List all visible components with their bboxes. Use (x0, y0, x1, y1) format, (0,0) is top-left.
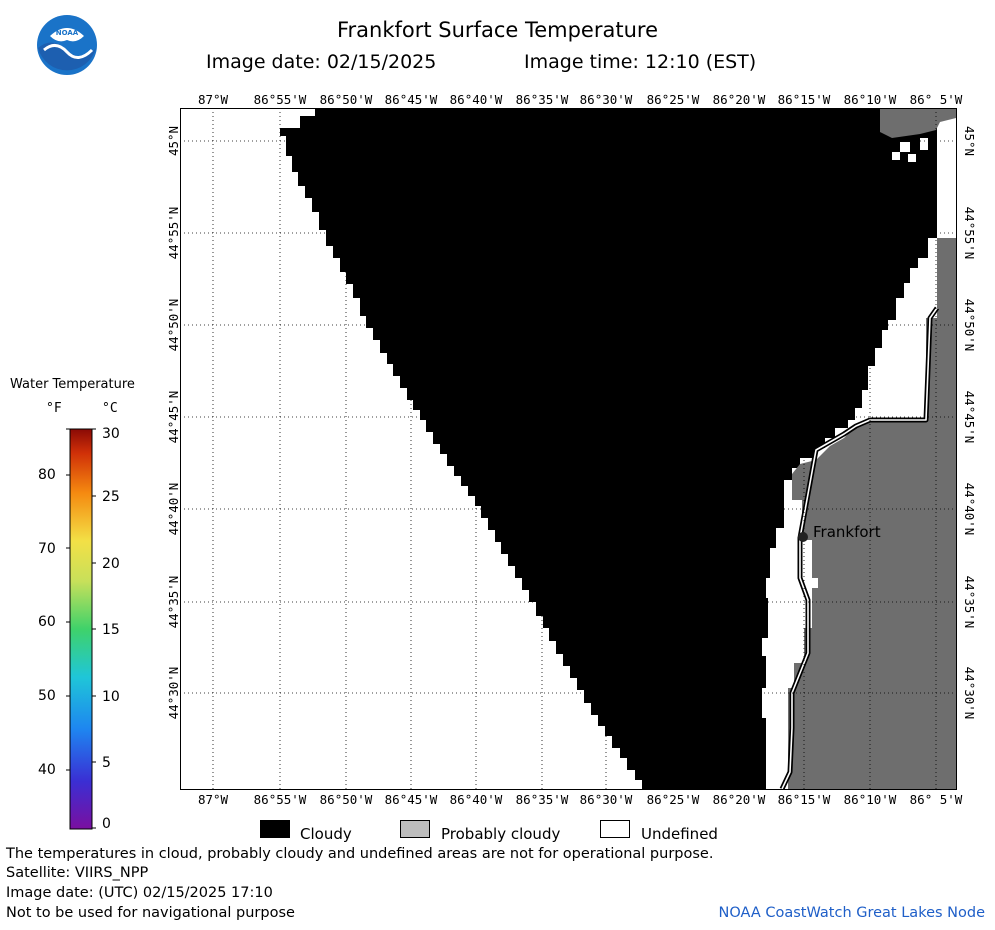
legend-tick-f: 80 (38, 467, 56, 483)
city-label-frankfort: Frankfort (813, 523, 881, 541)
map-title: Frankfort Surface Temperature (336, 18, 658, 42)
lon-label-top: 86°35'W (515, 92, 569, 107)
footer-nav-warning: Not to be used for navigational purpose (6, 905, 295, 921)
legend-tick-c: 0 (102, 816, 111, 832)
lon-label-bottom: 86°35'W (515, 792, 569, 807)
footer-utc-date: Image date: (UTC) 02/15/2025 17:10 (6, 885, 273, 901)
legend-tick-f: 70 (38, 541, 56, 557)
lon-label-bottom: 87°W (197, 792, 229, 807)
footer-credit: NOAA CoastWatch Great Lakes Node (718, 905, 985, 921)
key-swatch-probably-cloudy (400, 820, 430, 838)
lon-label-top: 87°W (197, 92, 229, 107)
lon-label-bottom: 86°30'W (579, 792, 633, 807)
lat-label-right: 44°45'N (962, 390, 977, 444)
key-label-undefined: Undefined (641, 825, 718, 843)
svg-text:NOAA: NOAA (56, 29, 79, 37)
probably-cloudy-area (788, 238, 956, 789)
lat-label-left: 44°40'N (166, 482, 181, 536)
lon-label-top: 86°50'W (319, 92, 373, 107)
lat-label-right: 45°N (962, 125, 977, 157)
legend-tick-c: 5 (102, 755, 111, 771)
key-label-cloudy: Cloudy (300, 825, 352, 843)
lat-label-right: 44°55'N (962, 206, 977, 260)
lat-label-right: 44°35'N (962, 575, 977, 629)
image-date: Image date: 02/15/2025 (206, 51, 437, 73)
probably-cloudy-patch (880, 108, 956, 138)
legend-tick-f: 50 (38, 688, 56, 704)
legend-tick-c: 25 (102, 489, 120, 505)
lat-label-left: 44°55'N (166, 206, 181, 260)
temperature-map (180, 108, 957, 790)
frankfort-marker (798, 532, 808, 542)
lon-label-top: 86°45'W (384, 92, 438, 107)
legend-tick-f: 60 (38, 614, 56, 630)
legend-tick-c: 30 (102, 426, 120, 442)
lon-label-top: 86°55'W (253, 92, 307, 107)
lon-label-bottom: 86°25'W (646, 792, 700, 807)
legend-title: Water Temperature (10, 377, 135, 392)
lat-label-right: 44°50'N (962, 298, 977, 352)
legend-unit-c: °C (102, 401, 118, 416)
legend-tick-c: 10 (102, 689, 120, 705)
key-swatch-undefined (600, 820, 630, 838)
lat-label-left: 44°35'N (166, 575, 181, 629)
lon-label-bottom: 86°10'W (843, 792, 897, 807)
legend-tick-c: 15 (102, 622, 120, 638)
lon-label-top: 86°25'W (646, 92, 700, 107)
lon-label-bottom: 86°40'W (449, 792, 503, 807)
lon-label-bottom: 86°50'W (319, 792, 373, 807)
lon-label-top: 86°40'W (449, 92, 503, 107)
legend-tick-c: 20 (102, 556, 120, 572)
lat-label-left: 44°30'N (166, 666, 181, 720)
graticule (180, 108, 956, 789)
lon-label-top: 86°30'W (579, 92, 633, 107)
cloudy-area (280, 108, 937, 789)
lon-label-top: 86° 5'W (909, 92, 963, 107)
legend-unit-f: °F (46, 401, 62, 416)
key-swatch-cloudy (260, 820, 290, 838)
legend-tick-f: 40 (38, 762, 56, 778)
map-border (180, 108, 957, 790)
lat-label-left: 44°50'N (166, 298, 181, 352)
lon-label-bottom: 86°20'W (712, 792, 766, 807)
image-time: Image time: 12:10 (EST) (524, 51, 757, 73)
lat-label-right: 44°30'N (962, 666, 977, 720)
key-label-probably-cloudy: Probably cloudy (441, 825, 561, 843)
color-scale-bar (66, 428, 96, 830)
lon-label-bottom: 86°15'W (777, 792, 831, 807)
lon-label-bottom: 86°45'W (384, 792, 438, 807)
lat-label-left: 44°45'N (166, 390, 181, 444)
footer-satellite: Satellite: VIIRS_NPP (6, 865, 149, 881)
lat-label-right: 44°40'N (962, 482, 977, 536)
lon-label-top: 86°10'W (843, 92, 897, 107)
lon-label-bottom: 86° 5'W (909, 792, 963, 807)
noaa-logo: NOAA (37, 15, 97, 75)
lat-label-left: 45°N (166, 125, 181, 157)
footer-note: The temperatures in cloud, probably clou… (6, 846, 714, 862)
lon-label-top: 86°15'W (777, 92, 831, 107)
lon-label-bottom: 86°55'W (253, 792, 307, 807)
lon-label-top: 86°20'W (712, 92, 766, 107)
